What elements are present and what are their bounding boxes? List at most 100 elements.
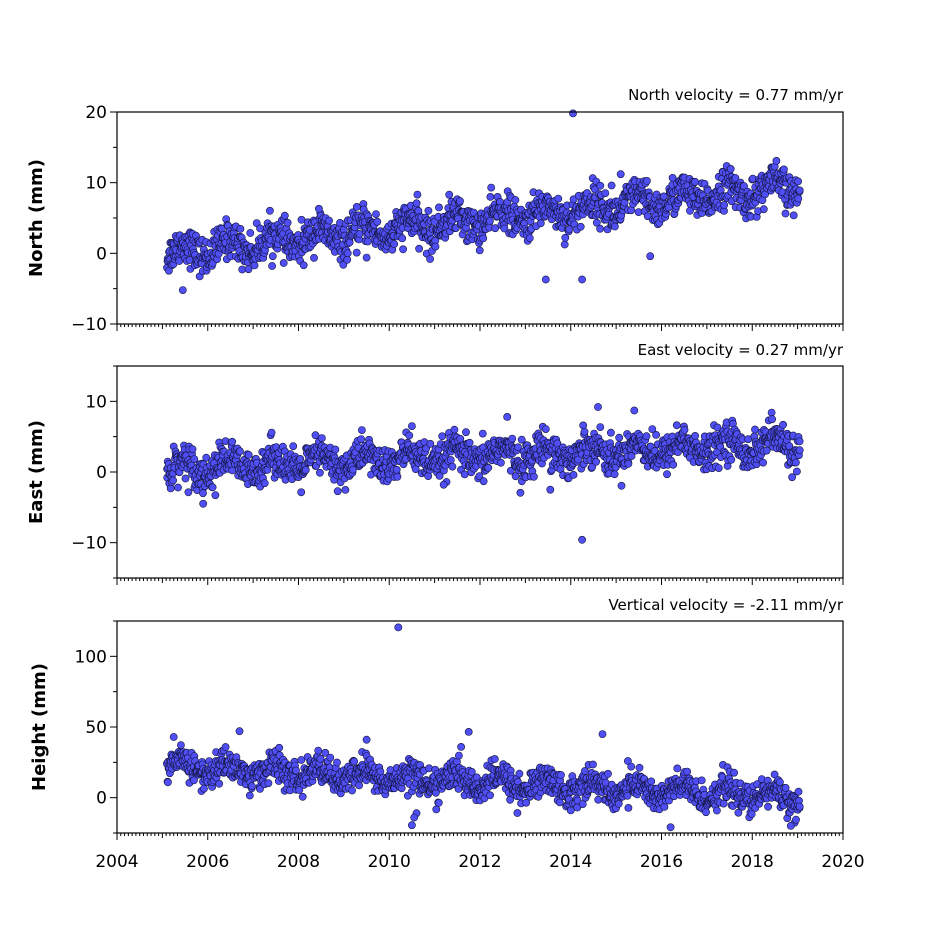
east-data-point [465,438,474,447]
north-data-point [554,194,563,203]
east-data-point [184,488,193,497]
north-data-point [479,234,488,243]
x-tick-label-2004: 2004 [95,852,138,872]
east-data-point [751,425,759,434]
east-data-point [315,468,324,477]
east-data-point [166,484,175,493]
east-data-point [793,467,801,476]
north-data-point [246,229,255,237]
east-data-point [317,434,326,442]
vertical-velocity-title: Vertical velocity = -2.11 mm/yr [608,596,843,614]
north-data-point [265,206,274,215]
east-outlier-point [546,485,555,494]
east-data-point [199,489,207,498]
height-data-point [557,771,565,779]
north-outlier-point [569,109,577,118]
east-data-point [211,491,220,500]
east-y-tick-label: −10 [71,534,107,554]
north-data-point [486,192,495,201]
north-data-point [345,238,354,247]
north-data-point [435,203,443,212]
north-y-tick-label: −10 [71,315,107,335]
height-data-point [604,769,612,778]
height-data-point [355,781,363,790]
east-data-point [795,437,804,446]
north-panel: North velocity = 0.77 mm/yr North (mm) −… [26,86,844,335]
height-data-point [169,733,178,741]
north-data-point [795,186,804,195]
north-data-point [536,219,545,228]
north-data-point [475,246,484,255]
north-data-point [596,181,605,190]
north-data-point [310,253,318,262]
height-y-tick-label: 0 [96,789,107,809]
north-data-point [372,210,380,218]
east-data-point [357,435,365,443]
east-data-point [795,446,804,455]
height-data-point [683,767,692,776]
height-data-point [457,743,465,751]
north-data-point [415,244,423,253]
height-outlier-point [394,623,403,632]
height-data-point [275,743,284,752]
height-data-point [454,751,463,760]
height-data-point [264,779,273,788]
east-data-point [762,446,771,455]
x-tick-label-2018: 2018 [731,852,774,872]
north-data-point [352,248,361,257]
east-data-point [714,464,723,472]
north-data-point [487,183,496,192]
north-outlier-point [426,255,434,263]
north-data-point [280,211,289,220]
east-data-point [788,473,796,482]
east-data-point [188,445,197,454]
height-data-point [515,769,524,778]
north-data-point [363,237,372,246]
x-tick-label-2008: 2008 [277,852,320,872]
east-data-point [672,421,681,430]
north-data-point [720,201,729,209]
east-data-point [228,466,237,475]
height-data-point [434,798,443,807]
north-outlier-point [314,204,323,213]
height-data-point [589,760,597,769]
height-data-point [795,802,804,811]
height-data-point [713,806,721,815]
north-outlier-point [578,275,586,284]
north-data-point [445,190,454,199]
height-outlier-point [235,727,244,736]
height-data-point [764,802,772,811]
east-data-point [610,470,619,479]
north-data-point [491,224,500,233]
north-data-point [511,196,520,204]
height-outlier-point [566,806,575,815]
north-data-point [576,222,585,231]
height-data-point [350,757,358,766]
east-data-point [652,430,660,439]
height-data-point [730,768,738,777]
north-data-point [412,199,421,208]
height-data-point [627,762,636,771]
height-data-point [348,786,356,795]
height-y-tick-label: 100 [75,647,107,667]
north-axis-label: North (mm) [26,159,47,277]
height-data-point [647,777,656,786]
east-outlier-point [407,422,416,430]
east-data-point [541,425,550,433]
height-data-point [314,746,323,755]
north-y-tick-label: 10 [85,174,107,194]
north-data-point [659,192,668,201]
east-data-point [392,465,401,474]
north-data-point [726,164,735,173]
east-y-tick-label: 0 [96,463,107,483]
north-data-point [268,262,276,270]
height-data-point [200,784,208,793]
east-data-point [669,460,678,469]
north-data-point [485,216,494,225]
east-data-point [296,454,305,463]
north-velocity-title: North velocity = 0.77 mm/yr [628,86,844,104]
north-data-point [596,224,604,233]
height-data-point [333,758,341,767]
east-axis-label: East (mm) [26,420,47,524]
east-data-point [393,472,402,481]
